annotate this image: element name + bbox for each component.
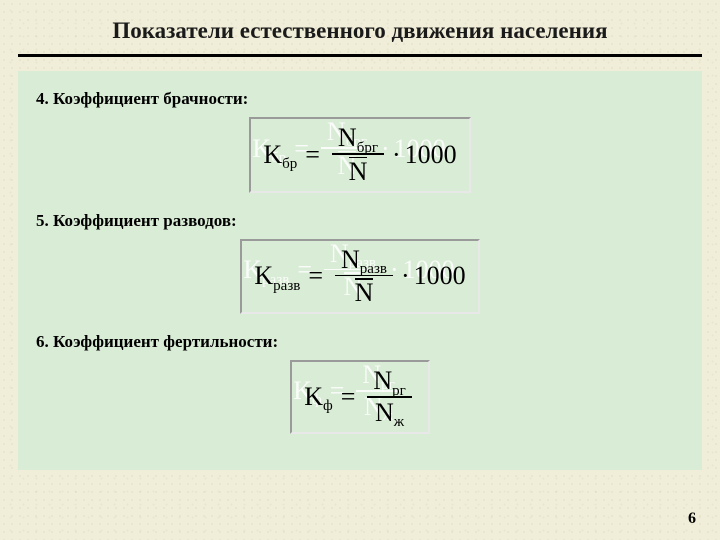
item-label: 6. Коэффициент фертильности: (36, 332, 684, 352)
page-number: 6 (688, 510, 696, 528)
title-underline (18, 54, 702, 57)
item-label: 4. Коэффициент брачности: (36, 89, 684, 109)
formula-box: Kбр = Nбрг N · 1000 Kбр = Nбрг (249, 117, 470, 193)
formula-container: Kбр = Nбрг N · 1000 Kбр = Nбрг (36, 117, 684, 193)
formula-box: Kразв = Nразв N · 1000 Kразв = Nразв (240, 239, 479, 315)
item-label: 5. Коэффициент разводов: (36, 211, 684, 231)
formula-container: Kф = Nрг Nж Kф = Nрг Nж (36, 360, 684, 434)
content-panel: 4. Коэффициент брачности: Kбр = Nбрг N ·… (18, 71, 702, 470)
slide-title: Показатели естественного движения населе… (0, 0, 720, 54)
formula-container: Kразв = Nразв N · 1000 Kразв = Nразв (36, 239, 684, 315)
formula-box: Kф = Nрг Nж Kф = Nрг Nж (290, 360, 430, 434)
